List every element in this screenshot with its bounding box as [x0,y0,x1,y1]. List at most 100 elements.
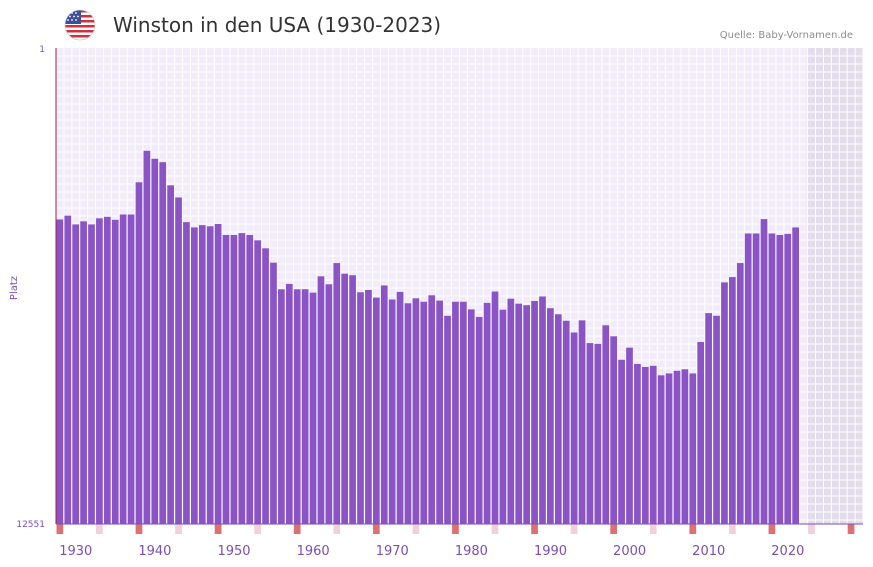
x-tick-label: 2020 [771,544,804,559]
bar [491,291,499,524]
bar [388,299,396,524]
bar [278,289,285,524]
y-tick-label-bottom: 12551 [16,520,45,530]
bar [705,313,712,524]
bar [317,276,325,524]
year-marker [214,524,222,534]
bar [713,315,720,524]
bar [396,291,404,524]
bar [420,301,428,524]
x-tick-label: 1990 [534,544,567,559]
year-marker [808,524,815,534]
y-axis-label: Platz [9,276,20,300]
bar [460,301,467,524]
bar [270,262,277,524]
bar [594,343,602,524]
bar [254,240,262,524]
bar [175,197,182,524]
bar [380,285,388,524]
bar [523,305,531,524]
year-marker [175,524,182,534]
bar [507,298,515,524]
bar [499,309,507,524]
bar [143,150,151,524]
bar [610,336,618,524]
year-marker [847,524,855,534]
bar [657,375,665,524]
bar [570,332,578,524]
bar [776,235,784,525]
bar [357,292,364,524]
bar [135,182,143,524]
bar [96,218,103,524]
x-tick-labels: 1930 1940 1950 1960 1970 1980 1990 2000 2010 2020 [59,544,804,559]
bar [285,283,293,524]
year-marker [689,524,697,534]
bar [301,289,309,524]
bar [697,341,705,524]
bar [167,185,174,524]
year-marker [649,524,657,534]
bar [760,219,768,524]
bar [475,316,483,524]
bar [262,248,269,524]
x-tick-label: 1970 [376,544,409,559]
bar [412,298,420,524]
chart-title: Winston in den USA (1930-2023) [113,13,442,37]
bar [602,325,610,524]
bar [159,162,167,524]
bar [325,284,333,524]
bar [88,224,95,524]
bar [206,226,214,524]
year-marker [372,524,380,534]
year-marker [56,524,64,534]
bar [214,224,222,524]
x-tick-label: 1980 [455,544,488,559]
bar [681,369,689,524]
us-flag-icon [64,9,96,41]
bar [119,214,127,524]
bar [539,296,546,524]
bar [404,303,412,524]
bar [515,303,523,524]
year-marker [491,524,499,534]
bar [198,225,206,524]
year-marker [412,524,420,534]
bar [72,224,80,524]
bar [309,292,317,524]
x-tick-label: 1950 [217,544,250,559]
year-marker [254,524,262,534]
bar [64,215,72,524]
year-marker [135,524,143,534]
bar [349,275,356,524]
year-marker [96,524,103,534]
bar [547,308,554,524]
bar [238,233,246,524]
year-marker [570,524,578,534]
bar [183,222,190,524]
bar [673,370,681,524]
bar [222,235,230,525]
bar [103,216,111,524]
bar [467,309,475,524]
bar [436,300,443,524]
bars [56,150,800,525]
bar [428,295,436,524]
bar [372,297,380,524]
bar [293,289,301,524]
x-tick-label: 1960 [297,544,330,559]
bar [626,347,633,524]
bar [531,300,538,524]
bar [56,219,64,524]
source-credit: Quelle: Baby-Vornamen.de [719,30,853,41]
bar [452,301,459,524]
future-years-shading [807,48,863,524]
bar [111,219,119,525]
bar [365,290,372,524]
bar [333,263,341,524]
year-marker [531,524,538,534]
year-marker [293,524,301,534]
bar [641,366,649,524]
bar [586,343,594,524]
